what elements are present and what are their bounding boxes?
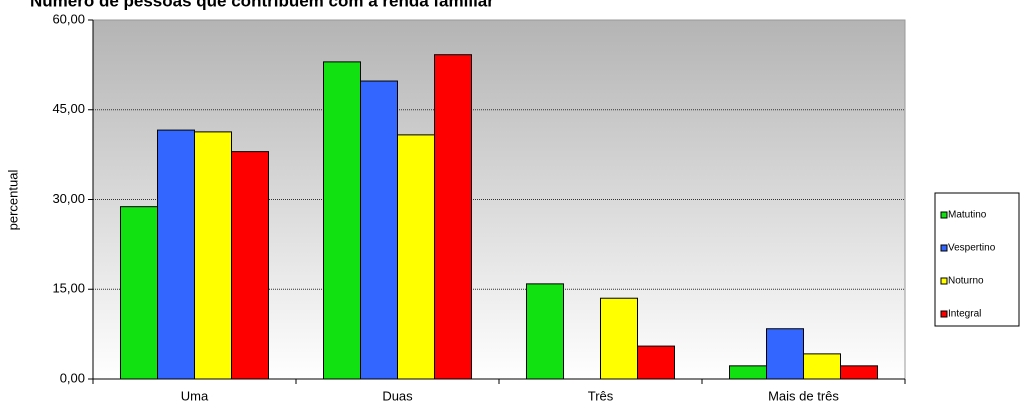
legend-swatch xyxy=(940,244,948,252)
bar xyxy=(323,61,361,380)
legend xyxy=(934,192,1020,327)
bar xyxy=(729,365,767,380)
legend-label: Vespertino xyxy=(948,243,996,254)
y-tick-label: 60,00 xyxy=(52,11,85,26)
legend-swatch xyxy=(940,211,948,219)
x-tick-label: Duas xyxy=(382,388,413,403)
legend-label: Integral xyxy=(948,309,981,320)
bar xyxy=(397,134,435,380)
y-axis-label: percentual xyxy=(5,170,20,231)
bar xyxy=(434,54,472,380)
y-tick-label: 45,00 xyxy=(52,101,85,116)
bar xyxy=(120,206,158,380)
y-tick-label: 15,00 xyxy=(52,281,85,296)
bar xyxy=(360,80,398,380)
bar xyxy=(600,297,638,380)
x-tick-label: Uma xyxy=(181,388,209,403)
bar xyxy=(157,129,195,380)
bar xyxy=(766,328,804,380)
legend-label: Noturno xyxy=(948,276,984,287)
legend-label: Matutino xyxy=(948,210,987,221)
x-tick-label: Três xyxy=(588,388,614,403)
bar xyxy=(526,283,564,380)
legend-swatch xyxy=(940,277,948,285)
y-tick-label: 0,00 xyxy=(60,370,85,385)
bar xyxy=(803,353,841,380)
bar xyxy=(637,345,675,380)
x-tick-label: Mais de três xyxy=(768,388,839,403)
y-tick-label: 30,00 xyxy=(52,191,85,206)
bar xyxy=(231,151,269,380)
chart-title: Número de pessoas que contribuem com a r… xyxy=(30,0,494,10)
legend-swatch xyxy=(940,310,948,318)
bar xyxy=(840,365,878,380)
bar xyxy=(194,131,232,380)
